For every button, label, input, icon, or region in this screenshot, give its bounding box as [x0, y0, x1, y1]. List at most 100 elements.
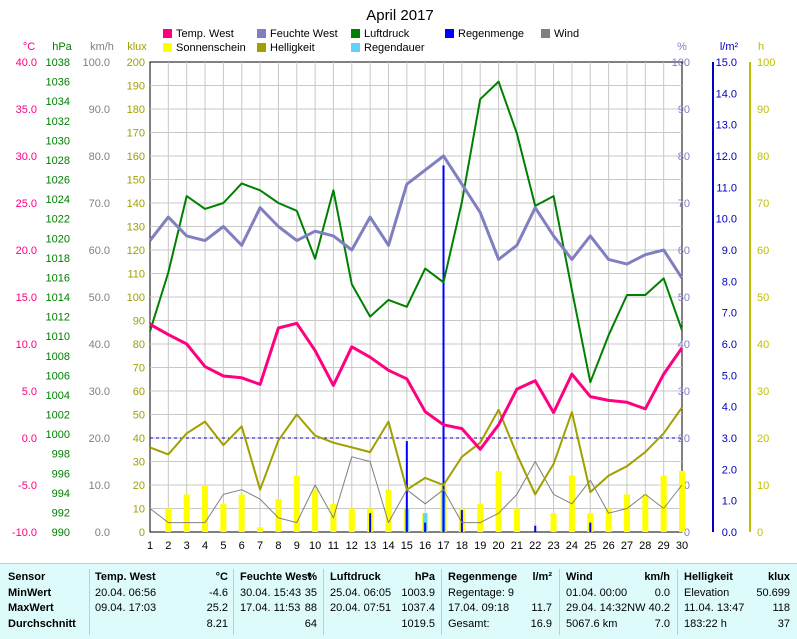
divider: [677, 569, 678, 635]
x-tick-label: 13: [364, 540, 376, 552]
y-axis-unit: h: [758, 41, 764, 53]
legend-swatch: [257, 43, 266, 52]
y-tick-label: 110: [127, 269, 145, 281]
stat-value: 37: [777, 617, 790, 630]
sunshine-bar: [385, 489, 392, 532]
stat-title-pressure: Luftdruck: [330, 571, 381, 583]
y-tick-label: 80.0: [89, 151, 110, 163]
stat-value: -4.6: [209, 586, 228, 599]
stat-date: Regentage: 9: [448, 586, 515, 599]
y-tick-label: 10: [757, 480, 769, 492]
x-tick-label: 4: [202, 540, 208, 552]
stat-date: 25.04. 06:05: [330, 586, 392, 599]
y-tick-label: 190: [127, 81, 145, 93]
stats-row-labels: Sensor MinWert MaxWert Durchschnitt: [8, 570, 88, 632]
stat-unit-wind: km/h: [644, 571, 670, 583]
y-axis-unit: °C: [23, 41, 35, 53]
y-tick-label: 100: [757, 57, 775, 69]
y-tick-label: 0.0: [22, 433, 37, 445]
y-tick-label: 1.0: [722, 496, 737, 508]
y-tick-label: 50: [133, 410, 145, 422]
legend-swatch: [163, 43, 172, 52]
y-axis-unit: km/h: [90, 41, 114, 53]
y-tick-label: 1032: [46, 116, 70, 128]
y-tick-label: 8.0: [722, 276, 737, 288]
y-tick-label: 50: [678, 292, 690, 304]
y-tick-label: 100: [127, 292, 145, 304]
y-tick-label: 15.0: [16, 292, 37, 304]
y-tick-label: 70: [757, 198, 769, 210]
stat-date: 30.04. 15:43: [240, 586, 302, 599]
chart-legend: Temp. West Feuchte West Luftdruck Regenmeng…: [163, 28, 579, 54]
y-tick-label: 1020: [46, 233, 70, 245]
y-tick-label: 992: [52, 507, 70, 519]
sunshine-bar: [477, 503, 484, 532]
y-tick-label: 1036: [46, 77, 70, 89]
rain-amount-bar: [369, 513, 372, 532]
stat-unit-pressure: hPa: [414, 571, 435, 583]
x-tick-label: 22: [529, 540, 541, 552]
y-axis-unit: hPa: [52, 41, 72, 53]
stats-light-values: klux 50.699 118 37: [750, 570, 790, 632]
y-axis-unit: klux: [127, 41, 147, 53]
stats-temp-dates: Temp. West 20.04. 06:56 09.04. 17:03: [95, 570, 200, 632]
y-tick-label: 1004: [46, 390, 70, 402]
series-line: [149, 80, 683, 384]
legend-swatch: [445, 29, 454, 38]
y-tick-label: 14.0: [716, 88, 737, 100]
y-tick-label: 120: [127, 245, 145, 257]
y-tick-label: 20.0: [89, 433, 110, 445]
y-tick-label: 170: [127, 128, 145, 140]
x-tick-label: 15: [401, 540, 413, 552]
sunshine-bar: [623, 494, 630, 532]
sunshine-bar: [220, 503, 227, 532]
stat-title-wind: Wind: [566, 571, 593, 583]
y-tick-label: 100: [672, 57, 690, 69]
divider: [441, 569, 442, 635]
legend-label: Temp. West: [176, 28, 234, 40]
y-tick-label: 0.0: [722, 527, 737, 539]
stats-rain-dates: Regenmenge Regentage: 9 17.04. 09:18 Ges…: [448, 570, 538, 632]
y-tick-label: 996: [52, 468, 70, 480]
y-tick-label: 1038: [46, 57, 70, 69]
stats-wind-values: km/h 0.0 40.2 7.0: [640, 570, 670, 632]
sunshine-bar: [550, 513, 557, 532]
stat-value: 64: [304, 617, 317, 630]
stat-value: 1003.9: [401, 586, 435, 599]
stat-title-rain: Regenmenge: [448, 571, 518, 583]
y-tick-label: 0.0: [95, 527, 110, 539]
y-tick-label: 60: [757, 245, 769, 257]
y-tick-label: -5.0: [18, 480, 37, 492]
x-tick-label: 2: [165, 540, 171, 552]
stats-rain-values: l/m² 11.7 16.9: [520, 570, 552, 632]
y-tick-label: 15.0: [716, 57, 737, 69]
stat-date: 20.04. 06:56: [95, 586, 157, 599]
y-tick-label: 30: [133, 457, 145, 469]
y-tick-label: 1022: [46, 214, 70, 226]
x-tick-label: 8: [275, 540, 281, 552]
y-tick-label: 50: [757, 292, 769, 304]
stat-title-light: Helligkeit: [684, 571, 733, 583]
x-tick-label: 1: [147, 540, 153, 552]
row-label-max: MaxWert: [8, 602, 54, 614]
y-tick-label: 0: [684, 527, 690, 539]
sunshine-bar: [679, 470, 685, 532]
x-tick-label: 10: [309, 540, 321, 552]
sunshine-bar: [642, 494, 649, 532]
stats-wind-dates: Wind 01.04. 00:00 29.04. 14:32NW 5067.6 …: [566, 570, 651, 632]
stat-value: 25.2: [206, 602, 228, 614]
stats-light-dates: Helligkeit Elevation 11.04. 13:47 183:22…: [684, 570, 759, 632]
stat-date: 183:22 h: [684, 617, 727, 630]
y-tick-label: 50.0: [89, 292, 110, 304]
rain-amount-bar: [460, 510, 463, 532]
stat-value: 11.7: [531, 602, 552, 614]
x-tick-label: 11: [328, 540, 339, 552]
stat-unit-humidity: %: [307, 571, 317, 583]
stat-value: 40.2: [648, 602, 670, 614]
bar-series: [165, 165, 685, 532]
stat-date: [95, 617, 200, 633]
y-tick-label: 0: [139, 527, 145, 539]
y-tick-label: 0: [757, 527, 763, 539]
y-tick-label: 25.0: [16, 198, 37, 210]
stat-value: 35: [304, 586, 317, 599]
